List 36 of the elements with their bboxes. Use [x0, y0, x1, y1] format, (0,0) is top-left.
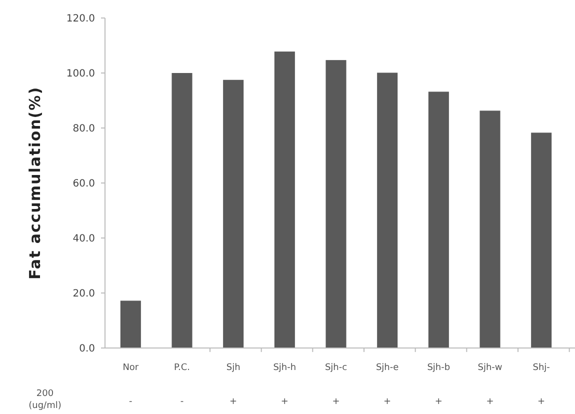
y-tick-label: 100.0	[66, 68, 95, 80]
x-tick-label: Sjh-e	[376, 363, 400, 373]
bar	[377, 72, 398, 348]
x-tick-label: Sjh-c	[324, 363, 348, 373]
text: -	[129, 397, 132, 407]
y-tick-label: 80.0	[72, 124, 95, 134]
text: +	[332, 397, 340, 407]
bar	[531, 132, 552, 348]
bar	[172, 73, 192, 348]
text: +	[486, 397, 494, 407]
bar	[223, 80, 244, 348]
x-tick-label: Sjh-b	[427, 363, 450, 373]
text: +	[434, 397, 442, 407]
x-tick-label: Shj-	[532, 363, 550, 373]
x-tick-label: Sjh	[226, 363, 240, 373]
y-tick-label: 40.0	[72, 234, 95, 244]
x-tick-label: Nor	[122, 363, 139, 373]
text: 200 (ug/ml)	[28, 389, 62, 411]
x-tick-label: Sjh-h	[273, 363, 296, 373]
text: +	[230, 397, 238, 407]
y-tick-label: 20.0	[72, 288, 95, 300]
y-tick-label: 0.0	[79, 344, 95, 354]
x-tick-label: Sjh-w	[478, 363, 502, 373]
x-tick-label: P.C.	[174, 363, 190, 373]
bar	[326, 60, 346, 348]
bar	[480, 110, 500, 348]
bar	[274, 52, 295, 348]
text: +	[538, 397, 546, 407]
y-axis-title: Fat accumulation(%)	[26, 86, 44, 280]
y-tick-label: 60.0	[72, 178, 95, 190]
text: +	[280, 397, 288, 407]
y-tick-label: 120.0	[66, 14, 95, 24]
bar	[428, 92, 449, 348]
bar	[120, 300, 141, 348]
text: +	[384, 397, 392, 407]
text: -	[180, 397, 184, 407]
